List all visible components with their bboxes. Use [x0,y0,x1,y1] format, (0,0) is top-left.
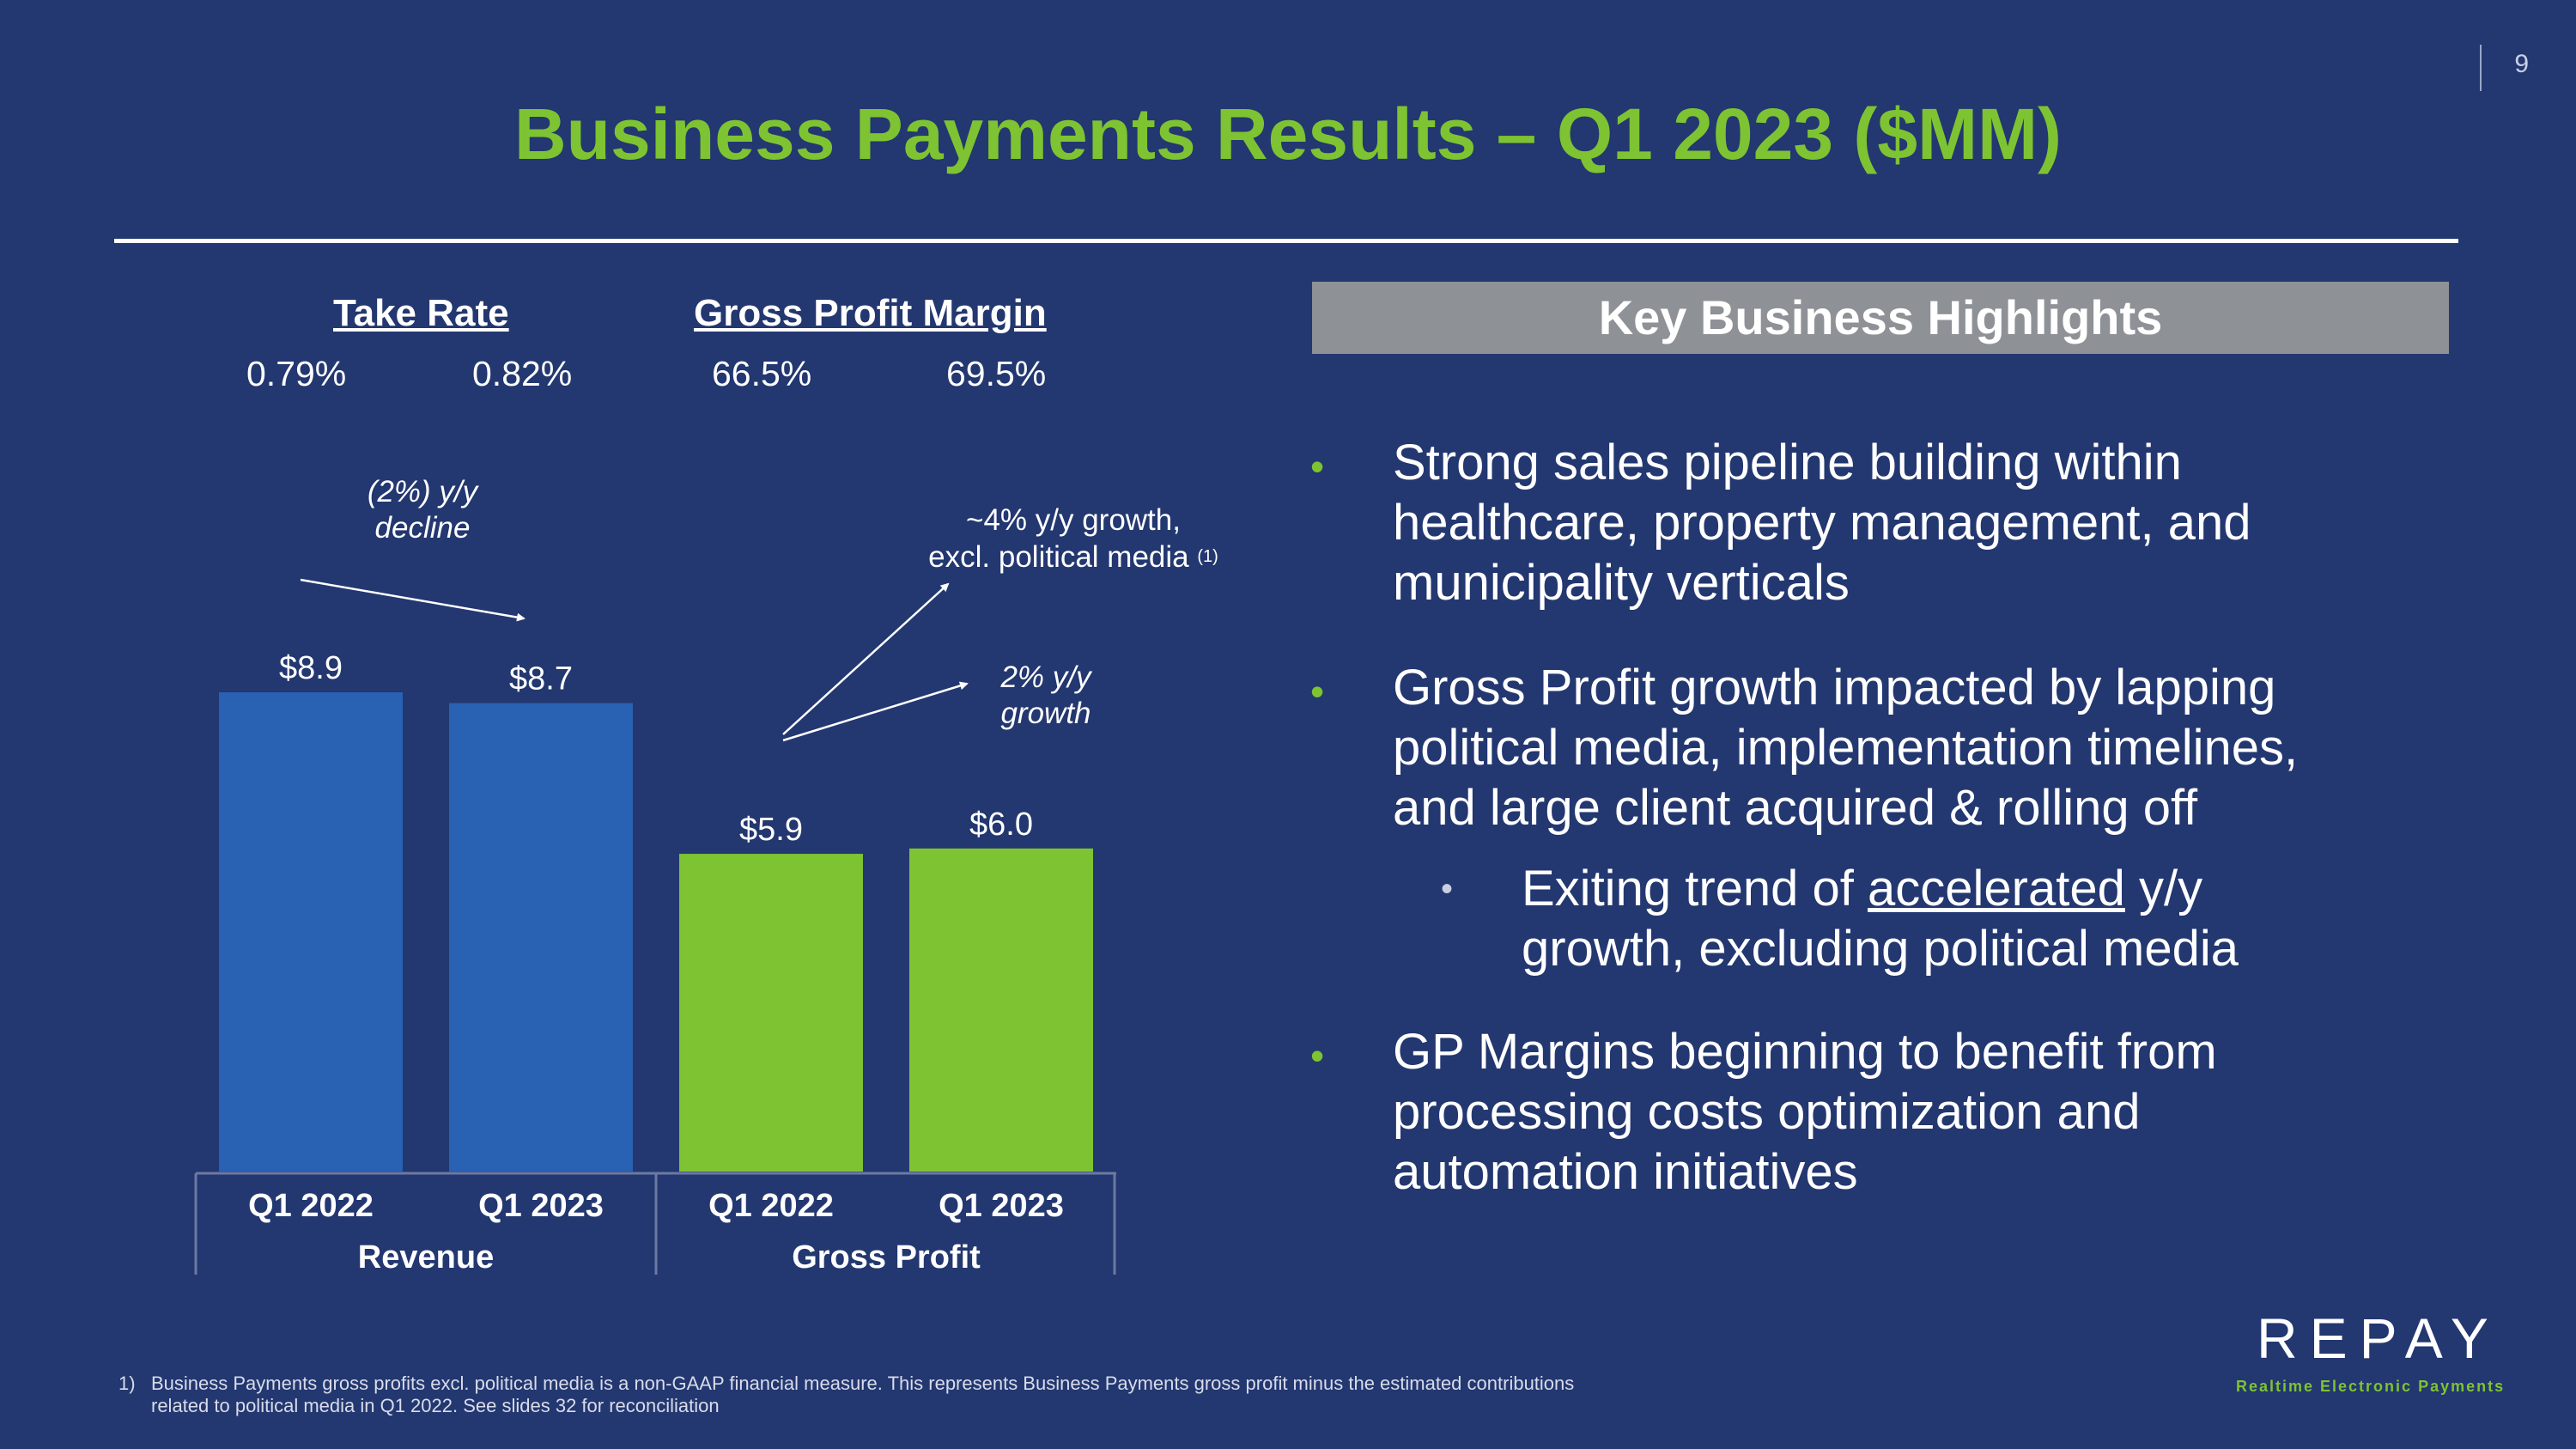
revenue-change-line1: (2%) y/y [367,475,478,508]
footnote-reference: (1) [1197,547,1218,566]
bar-value-label-4: $6.0 [969,807,1033,843]
category-label-4: Q1 2023 [939,1188,1064,1224]
bar-2 [449,703,633,1172]
bar-value-label-1: $8.9 [279,650,343,686]
repay-logo: REPAY [2257,1306,2500,1370]
revenue-change-arrow [300,578,526,622]
title-divider [114,239,2458,243]
slide-title: Business Payments Results – Q1 2023 ($MM… [513,94,2063,174]
sub-bullet-line2: growth, excluding political media [1522,921,2239,977]
bar-4 [909,848,1093,1172]
highlight-3-line3: automation initiatives [1393,1144,1858,1200]
highlight-bullet-3: GP Margins beginning to benefit from pro… [1393,1022,2535,1202]
footnote-line2: related to political media in Q1 2022. S… [151,1395,720,1416]
gp-growth-arrow [782,681,969,742]
sub-bullet-post: y/y [2124,861,2203,916]
gp-growth-excl-arrow [782,582,950,735]
sub-bullet-dot: • [1441,870,1454,908]
highlight-3-line2: processing costs optimization and [1393,1084,2141,1140]
category-label-1: Q1 2022 [248,1188,374,1224]
footnote-number: 1) [118,1373,136,1394]
page-number-divider [2480,45,2482,91]
take-rate-q1-2022: 0.79% [246,354,347,393]
category-label-2: Q1 2023 [478,1188,604,1224]
highlight-bullet-1: Strong sales pipeline building within he… [1393,433,2535,613]
sub-bullet-pre: Exiting trend of [1522,861,1868,916]
highlight-1-line3: municipality verticals [1393,555,1850,611]
revenue-change-line2: decline [374,511,471,545]
highlight-1-line2: healthcare, property management, and [1393,495,2251,551]
gp-margin-q1-2023: 69.5% [946,354,1047,393]
repay-tagline: Realtime Electronic Payments [2236,1378,2506,1395]
group-label-1: Revenue [358,1239,494,1275]
page-number: 9 [2514,50,2529,78]
highlight-bullet-2: Gross Profit growth impacted by lapping … [1393,658,2543,838]
gp-growth-excl-line1: ~4% y/y growth, [966,503,1181,537]
business-payments-bar-chart: $8.9 Q1 2022 $8.7 Q1 2023 $5.9 Q1 2022 $6.0 Q1 … [194,578,1116,1275]
gross-profit-margin-label: Gross Profit Margin [694,292,1047,334]
highlights-header: Key Business Highlights [1312,282,2449,354]
revenue-change-annotation: (2%) y/y decline [318,474,527,546]
highlight-sub-bullet: Exiting trend of accelerated y/y growth,… [1522,859,2552,979]
bullet-2-dot: • [1310,669,1325,714]
bar-1 [219,692,403,1172]
sub-bullet-underlined: accelerated [1868,861,2125,916]
gp-growth-line1: 2% y/y [1000,661,1091,694]
highlight-3-line1: GP Margins beginning to benefit from [1393,1024,2217,1080]
highlight-2-line1: Gross Profit growth impacted by lapping [1393,660,2276,715]
category-label-3: Q1 2022 [708,1188,834,1224]
highlight-2-line3: and large client acquired & rolling off [1393,780,2198,836]
take-rate-label: Take Rate [333,292,509,334]
bar-value-label-2: $8.7 [509,661,573,697]
footnote-line1: Business Payments gross profits excl. po… [151,1373,1575,1394]
footnote-text: Business Payments gross profits excl. po… [151,1373,1800,1417]
highlight-2-line2: political media, implementation timeline… [1393,720,2299,776]
highlight-1-line1: Strong sales pipeline building within [1393,435,2182,490]
gp-growth-excl-line2: excl. political media [928,540,1189,574]
bar-value-label-3: $5.9 [739,812,803,848]
group-label-2: Gross Profit [792,1239,981,1275]
gp-growth-annotation: 2% y/y growth [969,660,1123,732]
gp-margin-q1-2022: 66.5% [712,354,812,393]
gp-growth-line2: growth [1000,697,1091,730]
bar-3 [679,854,863,1172]
gp-growth-excl-annotation: ~4% y/y growth, excl. political media (1… [893,502,1254,575]
take-rate-q1-2023: 0.82% [472,354,573,393]
bullet-1-dot: • [1310,444,1325,489]
bullet-3-dot: • [1310,1033,1325,1078]
